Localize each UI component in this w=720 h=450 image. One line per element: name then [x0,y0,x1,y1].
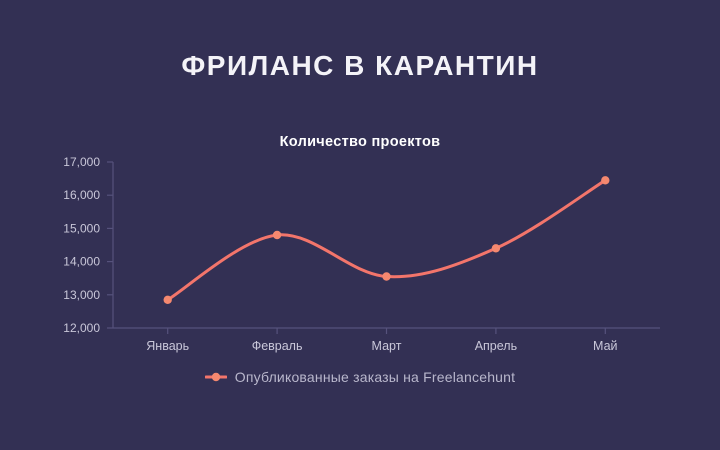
data-point [382,272,391,281]
legend-label: Опубликованные заказы на Freelancehunt [234,369,516,385]
x-tick-label: Май [593,339,618,353]
x-tick-label: Январь [146,339,189,353]
data-point [491,244,501,253]
y-tick-label: 14,000 [63,255,100,269]
data-point [163,295,172,304]
x-tick-label: Март [372,339,402,353]
line-chart-svg: 12,000 13,000 14,000 15,000 16,000 17,000 Янва… [63,155,660,353]
chart-title: Количество проектов [279,134,441,150]
y-tick-label: 16,000 [63,188,100,202]
page-title: ФРИЛАНС В КАРАНТИН [181,50,539,81]
data-line [166,178,607,302]
legend-marker-point [211,372,220,382]
y-tick-label: 13,000 [63,288,100,302]
chart-legend: Опубликованные заказы на Freelancehunt [0,369,720,385]
data-point [601,176,610,185]
x-tick-label: Апрель [475,339,517,353]
y-tick-label: 17,000 [63,155,100,169]
y-tick-label: 15,000 [63,221,100,235]
y-tick-label: 12,000 [63,321,100,335]
x-tick-label: Февраль [252,339,303,353]
legend-line-marker-icon [204,372,227,382]
data-point [272,230,282,240]
